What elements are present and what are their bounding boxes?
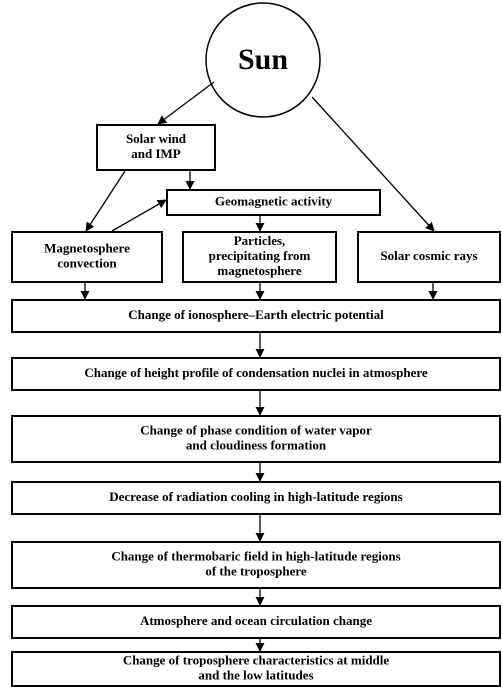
box-label: of the troposphere [205,563,307,578]
box-label: Particles, [234,233,286,248]
sun-circle [205,2,321,118]
box [11,231,163,283]
box-label: Solar wind [126,131,187,146]
box-label: Change of thermobaric field in high-lati… [111,548,400,563]
box-label: and IMP [131,146,181,161]
box-label: Solar cosmic rays [380,248,477,263]
box [11,415,501,463]
box [96,124,216,171]
box-label: and cloudiness formation [186,437,327,452]
box-label: Change of height profile of condensation… [84,365,428,380]
box [182,231,337,283]
box [11,651,501,687]
box-label: magnetosphere [217,263,301,278]
box-label: Change of ionosphere–Earth electric pote… [128,307,384,322]
box [357,231,501,283]
box-label: Geomagnetic activity [215,193,333,208]
box [11,481,501,515]
sun-label: Sun [238,43,288,76]
box-label: precipitating from [209,248,311,263]
box-label: and the low latitudes [198,667,313,682]
box-label: Magnetosphere [44,240,130,255]
box [166,189,381,216]
box [11,605,501,639]
box-label: Decrease of radiation cooling in high-la… [109,489,402,504]
box-label: convection [57,255,117,270]
box-label: Change of phase condition of water vapor [140,422,372,437]
arrows [80,81,438,652]
box-label: Atmosphere and ocean circulation change [140,613,372,628]
box [11,299,501,333]
box [11,541,501,589]
box-label: Change of troposphere characteristics at… [123,652,390,667]
box [11,357,501,391]
